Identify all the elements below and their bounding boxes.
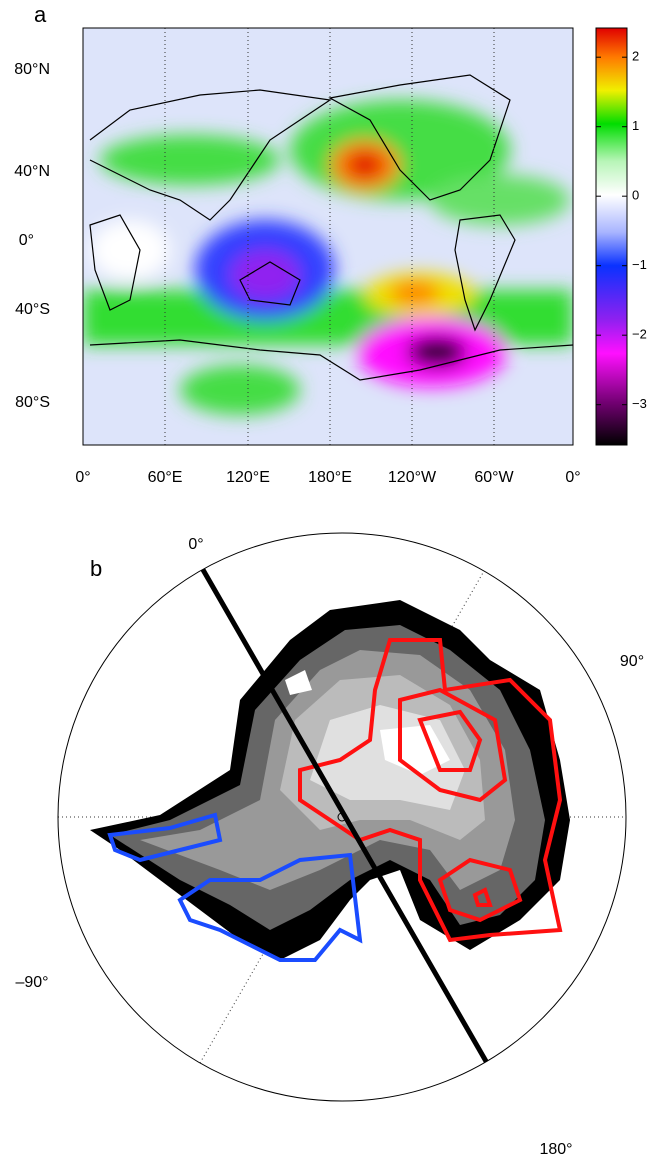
x-tick-label: 120°W [388, 469, 437, 486]
angle-label: 0° [188, 536, 203, 553]
x-tick-label: 120°E [226, 469, 270, 486]
x-tick-label: 0° [565, 469, 580, 486]
panel-label: b [90, 556, 102, 581]
panel-label: a [34, 2, 47, 27]
angle-label: 90° [620, 653, 644, 670]
colorbar-ticks: 2 1 0 −1 −2 −3 [596, 49, 647, 411]
colorbar-tick-label: −2 [632, 327, 647, 342]
x-tick-label: 60°E [148, 469, 183, 486]
y-tick-label: 80°N [14, 61, 50, 78]
map-frame [82, 27, 574, 446]
y-tick-label: 80°S [15, 394, 50, 411]
x-tick-label: 60°W [474, 469, 514, 486]
angle-label: –90° [15, 974, 48, 991]
map-field [83, 28, 573, 445]
colorbar-tick-label: −1 [632, 257, 647, 272]
polar-plot [57, 532, 627, 1102]
lon-labels: 0° 60°E 120°E 180°E 120°W 60°W 0° [75, 469, 580, 486]
y-tick-label: 40°N [14, 163, 50, 180]
y-tick-label: 0° [19, 232, 34, 249]
x-tick-label: 180°E [308, 469, 352, 486]
x-tick-label: 0° [75, 469, 90, 486]
colorbar [595, 27, 628, 446]
y-tick-label: 40°S [15, 301, 50, 318]
colorbar-tick-label: 2 [632, 49, 639, 64]
lat-labels: 80°N 40°N 0° 40°S 80°S [14, 61, 50, 411]
colorbar-tick-label: 0 [632, 188, 639, 203]
angle-label: 180° [539, 1141, 572, 1158]
colorbar-tick-label: −3 [632, 396, 647, 411]
colorbar-tick-label: 1 [632, 118, 639, 133]
